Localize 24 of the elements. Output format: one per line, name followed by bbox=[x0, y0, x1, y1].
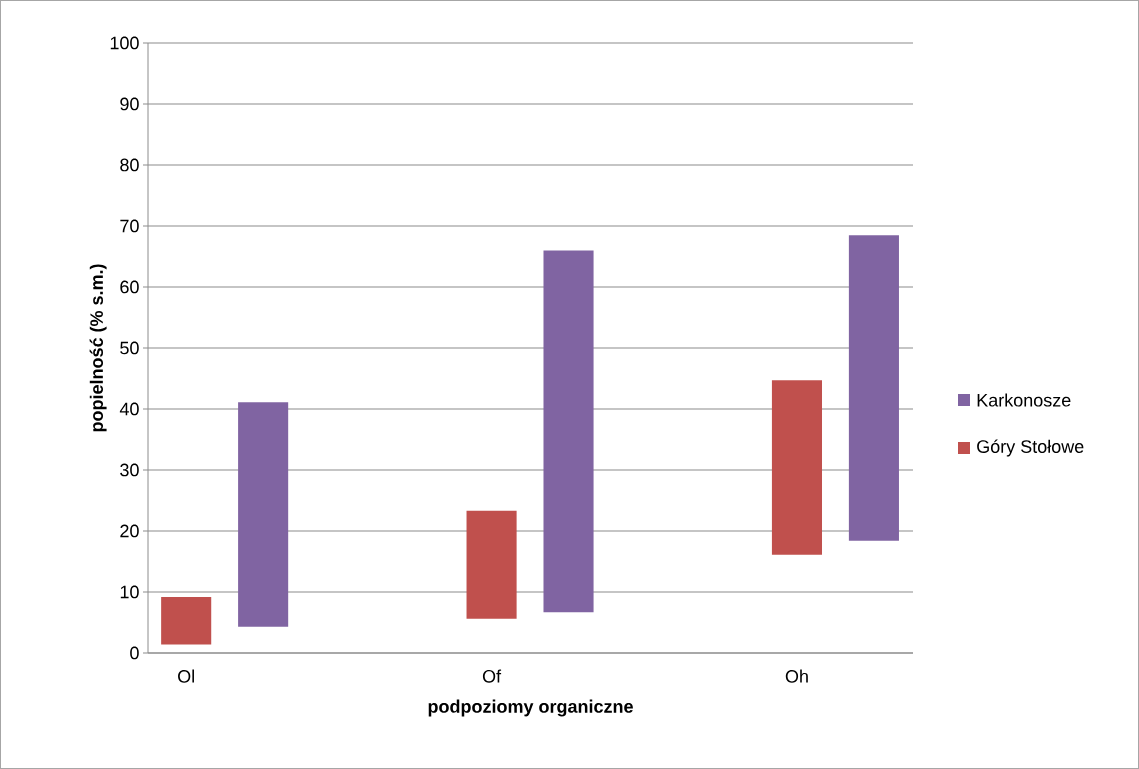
y-tick-label: 100 bbox=[110, 36, 139, 50]
legend-label: Góry Stołowe bbox=[977, 439, 1084, 457]
bar bbox=[543, 250, 594, 613]
bar bbox=[161, 596, 212, 645]
y-tick-label: 20 bbox=[120, 524, 139, 538]
y-tick-label: 0 bbox=[130, 646, 139, 660]
bar bbox=[848, 235, 899, 541]
y-tick-label: 50 bbox=[120, 341, 139, 355]
bar bbox=[238, 402, 289, 627]
y-tick-label: 40 bbox=[119, 402, 139, 416]
y-axis-title: popielność (% s.m.) bbox=[89, 264, 107, 432]
x-tick-label: Ol bbox=[178, 669, 194, 683]
y-tick-label: 90 bbox=[120, 97, 139, 111]
y-tick-label: 60 bbox=[120, 280, 139, 294]
bar bbox=[771, 380, 823, 555]
y-tick-label: 80 bbox=[120, 158, 139, 172]
x-axis-title: podpoziomy organiczne bbox=[428, 699, 633, 717]
x-tick-label: Oh bbox=[785, 669, 808, 683]
bar bbox=[466, 510, 517, 619]
y-tick-label: 10 bbox=[120, 585, 139, 599]
legend-label: Karkonosze bbox=[977, 393, 1071, 407]
y-tick-label: 30 bbox=[120, 463, 139, 477]
x-tick-label: Of bbox=[482, 669, 502, 683]
y-tick-label: 70 bbox=[120, 219, 139, 233]
